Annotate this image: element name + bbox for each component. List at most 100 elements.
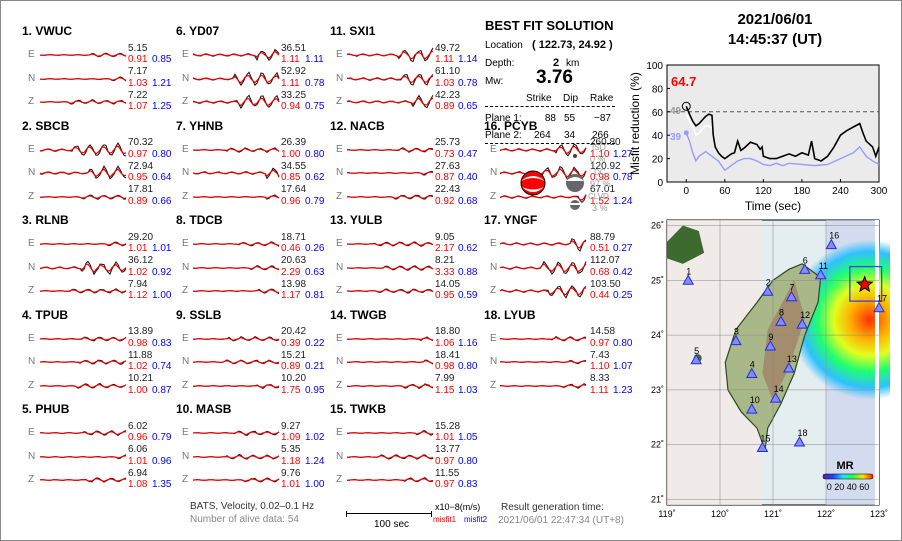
synthetic-trace bbox=[193, 265, 280, 270]
station-title: 18. LYUB bbox=[484, 308, 536, 322]
mw-value: 3.76 bbox=[536, 67, 573, 88]
station-number: 15. bbox=[330, 402, 347, 416]
waveform-trace bbox=[193, 48, 280, 62]
station-triangle-icon bbox=[764, 340, 777, 351]
amplitude-value: 7.22 bbox=[128, 89, 148, 101]
misfit1-value: 1.00 bbox=[128, 384, 148, 396]
map-edge bbox=[875, 220, 879, 505]
misfit1-value: 1.11 bbox=[435, 54, 454, 65]
misfit1-value: 1.10 bbox=[590, 361, 610, 372]
misfit2-value: 1.24 bbox=[305, 455, 325, 467]
misfit2-value: 0.21 bbox=[305, 361, 325, 372]
station-triangle-icon bbox=[825, 238, 838, 250]
synthetic-trace bbox=[40, 454, 127, 459]
plane1-dip: 55 bbox=[564, 113, 576, 124]
component-label: N bbox=[490, 356, 498, 367]
station-name: YHNB bbox=[189, 118, 224, 133]
station-number: 13. bbox=[330, 213, 347, 227]
lat-tick-label: 23˚ bbox=[651, 385, 664, 395]
station-id-label: 2 bbox=[766, 277, 771, 287]
station-id-label: 16 bbox=[829, 231, 839, 241]
station-name: TWKB bbox=[350, 402, 387, 416]
observed-trace bbox=[40, 165, 127, 180]
waveform-trace bbox=[193, 383, 280, 389]
station-title: 17. YNGF bbox=[484, 213, 538, 227]
misfit1-value: 1.10 bbox=[590, 148, 610, 160]
waveform-trace bbox=[40, 75, 127, 81]
component-label: E bbox=[28, 143, 35, 155]
misfit1-value: 1.01 bbox=[435, 432, 455, 443]
waveform-trace bbox=[347, 170, 434, 176]
amplitude-value: 13.98 bbox=[281, 278, 307, 290]
station-number: 11. bbox=[330, 24, 347, 38]
lon-tick-label: 123˚ bbox=[870, 509, 888, 519]
component-label: Z bbox=[182, 190, 189, 202]
misfit2-value: 1.24 bbox=[613, 195, 633, 207]
component-label: N bbox=[336, 356, 344, 367]
component-label: E bbox=[490, 332, 497, 344]
misfit2-value: 0.80 bbox=[152, 148, 172, 160]
amplitude-value: 7.17 bbox=[128, 66, 148, 77]
amplitude-value: 52.92 bbox=[281, 66, 307, 77]
misfit2-value: 0.80 bbox=[613, 337, 633, 349]
waveform-trace bbox=[40, 141, 127, 156]
station-triangle-icon bbox=[793, 435, 806, 447]
component-label: N bbox=[182, 72, 190, 84]
component-label: N bbox=[28, 72, 36, 84]
misfit2-value: 0.85 bbox=[152, 54, 172, 65]
depth-value: 2 bbox=[553, 57, 560, 69]
misfit2-value: 0.47 bbox=[458, 148, 478, 160]
synthetic-trace bbox=[347, 383, 434, 388]
misfit2-value: 0.75 bbox=[305, 101, 325, 112]
synthetic-trace bbox=[347, 360, 434, 364]
component-label: Z bbox=[490, 379, 497, 391]
synthetic-trace bbox=[347, 147, 434, 152]
dc-ball-icon bbox=[566, 174, 584, 192]
mw-label: Mw: bbox=[485, 76, 504, 87]
amplitude-value: 36.12 bbox=[128, 255, 154, 266]
component-label: N bbox=[182, 450, 190, 462]
misfit2-value: 0.68 bbox=[458, 195, 478, 207]
misfit2-value: 0.78 bbox=[305, 77, 325, 89]
station-triangle-icon bbox=[761, 285, 774, 296]
misfit1-value: 0.97 bbox=[590, 337, 610, 349]
station-title: 10. MASB bbox=[176, 402, 231, 416]
station-name: PCYB bbox=[504, 118, 538, 133]
misfit1-value: 0.91 bbox=[128, 54, 148, 65]
plane2-dip: 34 bbox=[564, 130, 576, 141]
synthetic-trace bbox=[193, 289, 280, 293]
station-id-label: 1 bbox=[686, 266, 691, 276]
synthetic-trace bbox=[193, 360, 280, 364]
misfit2-value: 0.87 bbox=[152, 384, 172, 396]
station-id-label: 4 bbox=[750, 359, 755, 369]
amplitude-value: 6.02 bbox=[128, 420, 148, 432]
misfit2-value: 1.00 bbox=[305, 479, 325, 490]
station-name: YNGF bbox=[503, 213, 538, 227]
table-divider bbox=[485, 143, 615, 144]
amplitude-value: 11.55 bbox=[435, 467, 460, 479]
misfit2-value: 0.66 bbox=[152, 195, 172, 207]
amplitude-value: 18.41 bbox=[435, 349, 461, 361]
waveform-trace bbox=[193, 359, 280, 365]
waveform-trace bbox=[347, 73, 434, 86]
x-tick-label: 60 bbox=[719, 186, 731, 197]
component-label: N bbox=[28, 167, 36, 178]
misfit1-value: 0.85 bbox=[281, 172, 301, 183]
misfit1-value: 0.89 bbox=[128, 195, 148, 207]
station-number: 4. bbox=[22, 307, 33, 322]
component-label: N bbox=[336, 450, 344, 462]
misfit2-value: 0.74 bbox=[152, 361, 172, 372]
misfit2-value: 0.83 bbox=[458, 479, 478, 490]
misfit2-value: 1.35 bbox=[152, 479, 172, 490]
station-title: 11. SXI1 bbox=[330, 24, 375, 38]
synthetic-trace bbox=[347, 478, 434, 482]
synthetic-trace bbox=[347, 171, 434, 175]
synthetic-trace bbox=[193, 383, 280, 388]
lon-tick-label: 121˚ bbox=[764, 509, 782, 519]
component-label: E bbox=[490, 143, 497, 155]
waveform-trace bbox=[40, 382, 127, 389]
waveform-trace bbox=[347, 335, 434, 341]
misfit1-value: 0.89 bbox=[435, 101, 455, 112]
location-value: ( 122.73, 24.92 ) bbox=[532, 39, 613, 51]
station-title: 3. RLNB bbox=[22, 213, 69, 227]
